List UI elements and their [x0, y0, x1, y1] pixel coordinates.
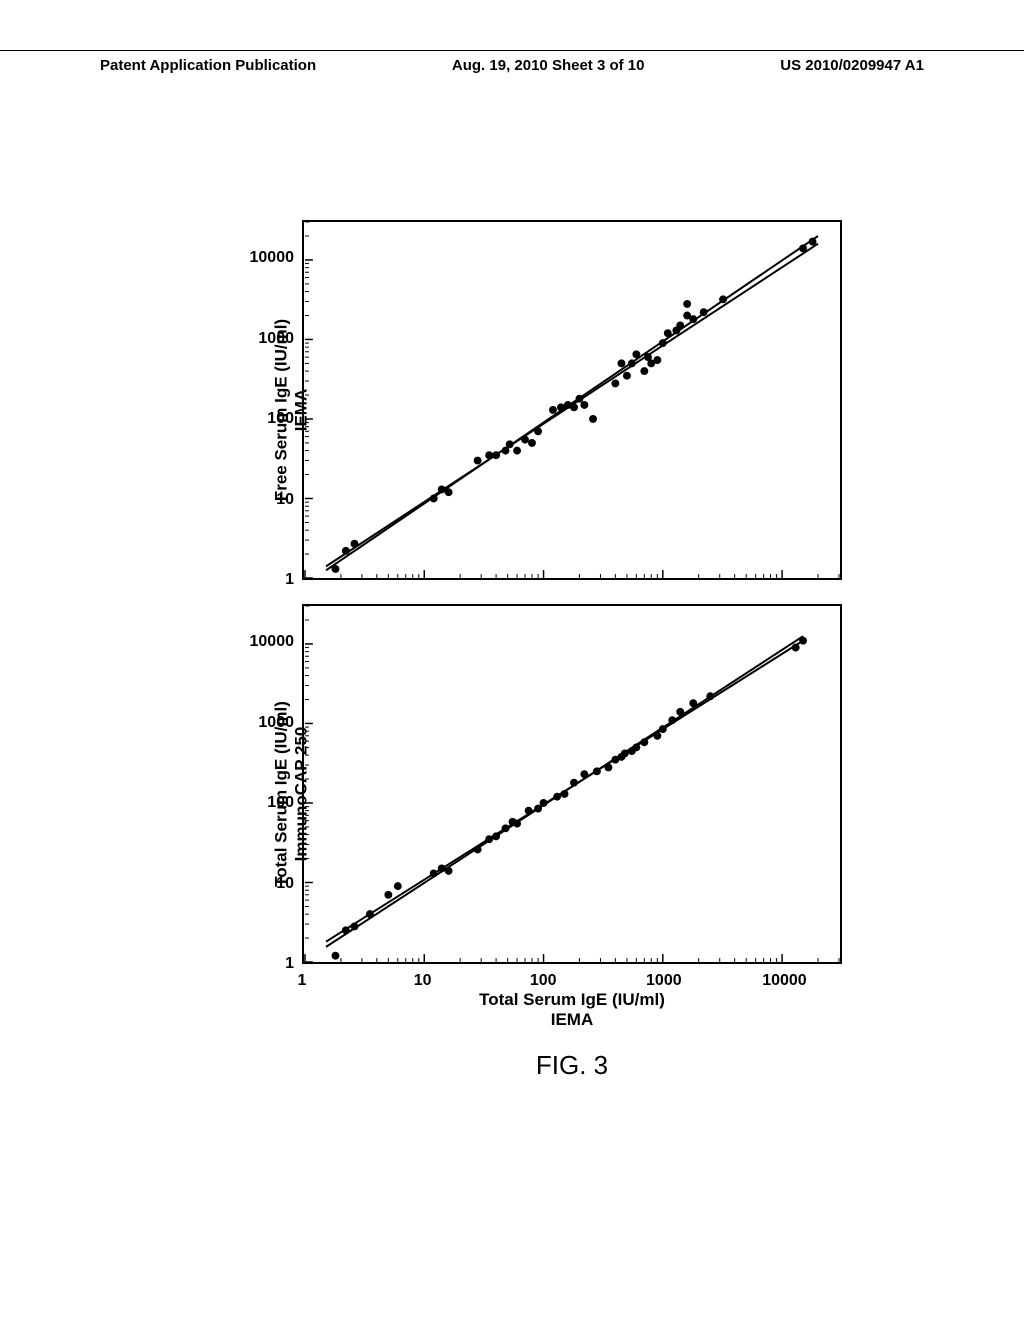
ytick-label: 10: [276, 491, 294, 509]
header-center: Aug. 19, 2010 Sheet 3 of 10: [452, 57, 645, 80]
ytick-label: 10000: [250, 633, 295, 651]
plot-area-bottom: [302, 604, 842, 964]
header-left: Patent Application Publication: [100, 57, 316, 80]
ytick-label: 1: [285, 571, 294, 589]
xtick-label: 1: [298, 972, 307, 990]
ytick-label: 1: [285, 955, 294, 973]
chart-svg-top: [304, 222, 840, 578]
ytick-label: 1000: [258, 330, 294, 348]
caption-text: FIG. 3: [536, 1050, 608, 1080]
ytick-label: 10000: [250, 249, 295, 267]
page: Patent Application Publication Aug. 19, …: [0, 0, 1024, 1320]
ytick-label: 100: [267, 410, 294, 428]
plot-area-top: [302, 220, 842, 580]
ytick-label: 100: [267, 794, 294, 812]
ytick-label: 10: [276, 875, 294, 893]
xtick-label: 10: [414, 972, 432, 990]
scatter-panel-top: Free Serum IgE (IU/ml) IEMA 110100100010…: [182, 220, 842, 600]
figure-caption: FIG. 3: [302, 1050, 842, 1081]
xtick-label: 1000: [646, 972, 682, 990]
ytick-label: 1000: [258, 714, 294, 732]
xlabel-wrap: Total Serum IgE (IU/ml) IEMA: [302, 990, 842, 1031]
scatter-panel-bottom: Total Serum IgE (IU/ml) ImmunoCAP 250 11…: [182, 604, 842, 984]
xtick-label: 10000: [762, 972, 807, 990]
page-header: Patent Application Publication Aug. 19, …: [0, 50, 1024, 80]
xtick-label: 100: [530, 972, 557, 990]
xlabel: Total Serum IgE (IU/ml) IEMA: [302, 990, 842, 1031]
chart-svg-bottom: [304, 606, 840, 962]
figure-3: Free Serum IgE (IU/ml) IEMA 110100100010…: [182, 220, 842, 984]
header-right: US 2010/0209947 A1: [780, 57, 924, 80]
